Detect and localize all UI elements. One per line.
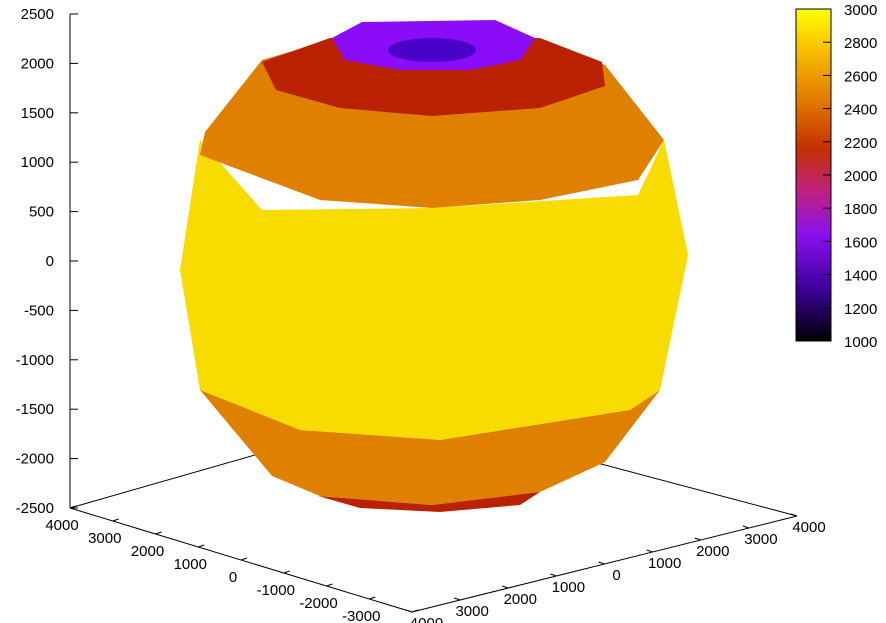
x-tick-label: 2000 [131, 543, 164, 560]
floor-axes: 4000 3000 2000 1000 0 -1000-2000 -3000 -4000 -4… [45, 411, 826, 623]
z-tick-label: -2500 [16, 500, 54, 517]
z-tick-label: -1000 [16, 352, 54, 369]
y-tick-mark [502, 585, 509, 589]
y-tick-mark [646, 549, 653, 553]
y-tick-mark [405, 609, 413, 613]
y-tick-label: 1000 [552, 579, 585, 596]
z-tick-label: 2500 [21, 6, 54, 23]
x-tick-label: -2000 [299, 595, 337, 612]
y-tick-label: 2000 [504, 591, 537, 608]
colorbar-tick-label: 1400 [844, 268, 877, 285]
x-tick-label: 3000 [88, 530, 121, 547]
colorbar-tick-label: 3000 [844, 2, 877, 19]
z-tick-label: 1500 [21, 105, 54, 122]
y-tick-label: 3000 [744, 531, 777, 548]
x-tick-mark [198, 544, 205, 548]
y-tick-mark [598, 561, 605, 565]
x-tick-label: 4000 [45, 517, 78, 534]
z-tick-label: -2000 [16, 451, 54, 468]
y-tick-mark [742, 525, 750, 529]
z-tick-label: -500 [24, 302, 54, 319]
x-tick-label: -1000 [257, 582, 295, 599]
y-tick-label: 3000 [455, 603, 488, 620]
band-top-cap [388, 38, 476, 62]
x-tick-mark [112, 518, 119, 522]
z-tick-label: 0 [46, 253, 54, 270]
colorbar-tick-label: 2200 [844, 135, 877, 152]
y-tick-label: 4000 [792, 519, 825, 536]
x-tick-label: 1000 [174, 556, 207, 573]
y-tick-mark [453, 597, 461, 601]
band-equator [180, 140, 688, 440]
x-tick-mark [240, 557, 248, 561]
x-tick-mark [369, 596, 376, 600]
x-tick-mark [411, 609, 419, 613]
x-tick-label: 0 [229, 569, 237, 586]
z-tick-label: -1500 [16, 401, 54, 418]
x-tick-label: -3000 [342, 608, 380, 623]
colorbar-tick-label: 2800 [844, 35, 877, 52]
z-axis: 2500 2000 1500 1000 500 0 -500 -1000 -1500 -2000 -… [16, 6, 78, 517]
z-tick-label: 1000 [21, 154, 54, 171]
y-tick-mark [694, 537, 701, 541]
band-bottom-rim [318, 492, 540, 512]
colorbar-tick-label: 1000 [844, 334, 877, 351]
colorbar-tick-label: 2000 [844, 168, 877, 185]
x-tick-mark [283, 570, 290, 574]
x-tick-label: -4000 [385, 621, 423, 623]
colorbar-tick-label: 2600 [844, 68, 877, 85]
colorbar: 3000 2800 2600 2400 2200 2000 1800 1600 1400 1200… [795, 2, 877, 351]
z-tick-label: 500 [29, 204, 54, 221]
colorbar-tick-label: 1600 [844, 234, 877, 251]
x-tick-mark [155, 531, 162, 535]
z-tick-label: 2000 [21, 55, 54, 72]
colorbar-tick-label: 1200 [844, 301, 877, 318]
y-tick-label: 1000 [648, 555, 681, 572]
band-orange-bottom [200, 390, 660, 505]
y-tick-mark [550, 573, 557, 577]
x-tick-mark [326, 583, 333, 587]
colorbar-tick-label: 2400 [844, 102, 877, 119]
y-tick-label: 2000 [696, 543, 729, 560]
y-tick-label: 0 [612, 567, 620, 584]
x-tick-mark [69, 505, 77, 509]
sphere-surface [180, 20, 688, 512]
y-tick-label: -4000 [405, 615, 443, 623]
y-tick-mark [790, 513, 798, 517]
colorbar-tick-label: 1800 [844, 201, 877, 218]
